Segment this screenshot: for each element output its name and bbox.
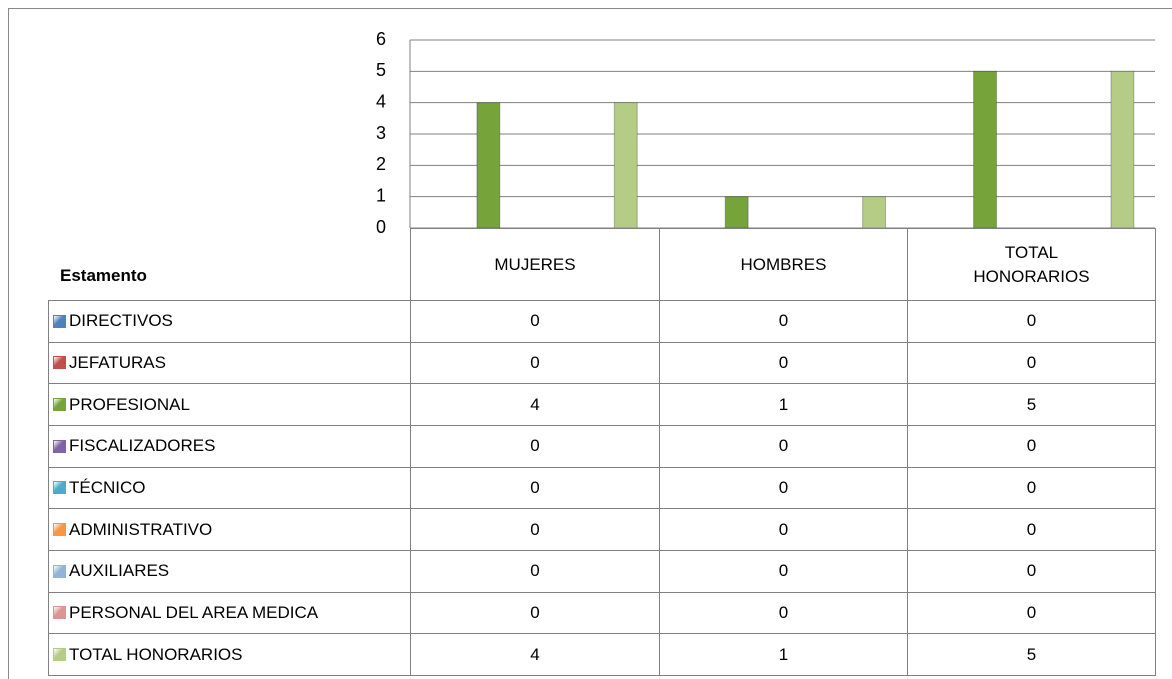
table-value: 0	[659, 425, 908, 468]
table-value: 0	[410, 550, 660, 593]
legend-swatch	[53, 314, 66, 328]
category-header: HOMBRES	[659, 228, 908, 301]
legend-label: PERSONAL DEL AREA MEDICA	[69, 602, 319, 622]
table-value: 0	[410, 425, 660, 468]
legend-swatch	[53, 398, 66, 412]
table-value: 0	[659, 591, 908, 635]
y-tick-label: 5	[376, 60, 386, 80]
legend-row: FISCALIZADORES	[48, 425, 411, 468]
y-tick-label: 0	[376, 217, 386, 237]
bar	[476, 102, 501, 229]
table-value: 0	[659, 300, 908, 343]
legend-row: AUXILIARES	[48, 550, 411, 593]
legend-label: AUXILIARES	[69, 561, 170, 581]
legend-swatch	[53, 564, 66, 578]
y-tick-label: 6	[376, 29, 386, 49]
legend-label: ADMINISTRATIVO	[69, 519, 213, 539]
table-value: 0	[907, 508, 1156, 551]
table-value: 1	[659, 383, 908, 426]
table-value: 0	[410, 466, 660, 510]
legend-swatch	[53, 648, 66, 662]
legend-title: Estamento	[60, 266, 147, 285]
table-value: 4	[410, 633, 660, 676]
legend-label: TOTAL HONORARIOS	[69, 644, 243, 664]
table-value: 5	[907, 633, 1156, 676]
category-header: TOTAL HONORARIOS	[907, 228, 1156, 301]
legend-row: PROFESIONAL	[48, 383, 411, 426]
table-value: 0	[907, 300, 1156, 343]
bar	[862, 196, 887, 229]
legend-label: TÉCNICO	[69, 477, 146, 497]
table-value: 0	[907, 466, 1156, 510]
legend-swatch	[53, 606, 66, 620]
chart-border	[8, 8, 1172, 679]
legend-row: ADMINISTRATIVO	[48, 508, 411, 551]
table-value: 0	[907, 341, 1156, 385]
legend-row: DIRECTIVOS	[48, 300, 411, 343]
bar	[724, 196, 749, 229]
table-value: 0	[410, 591, 660, 635]
table-value: 5	[907, 383, 1156, 426]
y-tick-label: 4	[376, 91, 386, 111]
category-header: MUJERES	[410, 228, 660, 301]
table-value: 0	[410, 300, 660, 343]
legend-row: JEFATURAS	[48, 341, 411, 385]
bar	[1110, 70, 1135, 229]
legend-row: TÉCNICO	[48, 466, 411, 510]
table-value: 0	[659, 550, 908, 593]
legend-swatch	[53, 481, 66, 495]
table-value: 0	[659, 341, 908, 385]
table-value: 1	[659, 633, 908, 676]
table-value: 0	[659, 466, 908, 510]
legend-label: DIRECTIVOS	[69, 311, 173, 331]
table-value: 0	[659, 508, 908, 551]
y-tick-label: 3	[376, 123, 386, 143]
legend-label: JEFATURAS	[69, 352, 166, 372]
table-value: 0	[410, 341, 660, 385]
legend-label: FISCALIZADORES	[69, 436, 216, 456]
legend-swatch	[53, 356, 66, 370]
bar	[613, 102, 638, 229]
legend-swatch	[53, 439, 66, 453]
legend-row: TOTAL HONORARIOS	[48, 633, 411, 676]
bar	[973, 70, 997, 229]
legend-label: PROFESIONAL	[69, 394, 190, 414]
legend-row: PERSONAL DEL AREA MEDICA	[48, 591, 411, 635]
table-value: 4	[410, 383, 660, 426]
y-tick-label: 2	[376, 154, 386, 174]
table-value: 0	[907, 591, 1156, 635]
y-tick-label: 1	[376, 185, 386, 205]
table-value: 0	[410, 508, 660, 551]
table-value: 0	[907, 550, 1156, 593]
table-value: 0	[907, 425, 1156, 468]
legend-swatch	[53, 523, 66, 537]
